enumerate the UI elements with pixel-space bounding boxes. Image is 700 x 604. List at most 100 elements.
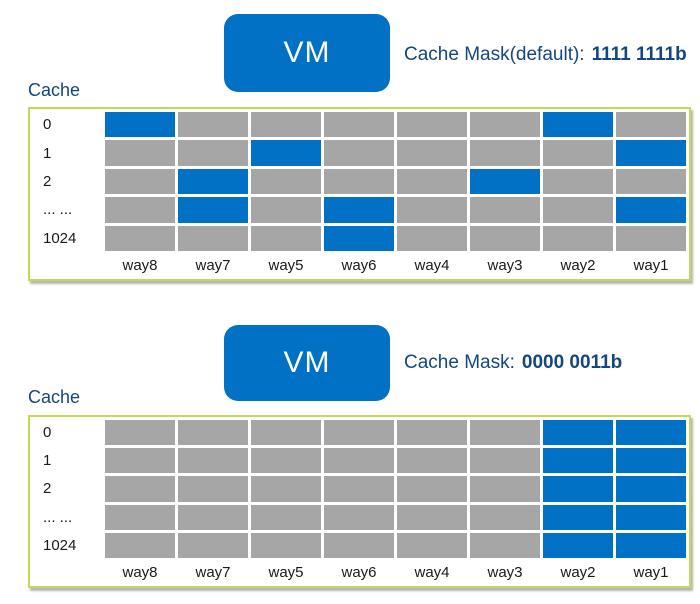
cache-cell-unallocated: [105, 140, 175, 166]
cache-cell-unallocated: [470, 532, 540, 558]
set-row-label: 0: [32, 420, 102, 446]
set-row-label: 1024: [32, 225, 102, 251]
way-label: way2: [543, 561, 613, 584]
cache-title: Cache: [28, 387, 81, 407]
cache-cell-unallocated: [397, 112, 467, 138]
cache-cell-unallocated: [105, 197, 175, 223]
way-label: way5: [251, 253, 321, 277]
cache-title: Cache: [28, 80, 81, 100]
way-label: way3: [470, 561, 540, 584]
cache-cell-unallocated: [470, 140, 540, 166]
set-row-label: ... ...: [32, 504, 102, 530]
cache-cell-allocated: [543, 112, 613, 138]
vm-label: VM: [283, 346, 331, 379]
way-label: way2: [543, 253, 613, 277]
cache-mask-text: Cache Mask(default): 1111 1111b: [404, 44, 687, 66]
cache-cell-unallocated: [178, 504, 248, 530]
cache-cell-unallocated: [251, 168, 321, 195]
cache-cell-allocated: [616, 476, 686, 502]
cache-cell-unallocated: [105, 225, 175, 251]
cache-cell-unallocated: [324, 140, 394, 166]
cache-cell-unallocated: [324, 420, 394, 446]
cache-cell-unallocated: [324, 476, 394, 502]
cache-cell-unallocated: [178, 225, 248, 251]
cache-cell-allocated: [105, 112, 175, 138]
cache-cell-allocated: [543, 420, 613, 446]
cache-cell-unallocated: [251, 504, 321, 530]
cache-cell-unallocated: [178, 448, 248, 474]
cache-ways-grid: 0 1 2... ... 1024 way8 way7 way5 way6 way4 way3 wa…: [28, 107, 691, 281]
cache-cell-unallocated: [543, 225, 613, 251]
vm-box: VM: [224, 325, 390, 401]
cache-cell-unallocated: [470, 112, 540, 138]
cache-cell-allocated: [543, 504, 613, 530]
way-label: way6: [324, 253, 394, 277]
way-label: way7: [178, 561, 248, 584]
cache-cell-unallocated: [105, 168, 175, 195]
cache-cell-unallocated: [105, 476, 175, 502]
cache-cell-unallocated: [324, 168, 394, 195]
cache-cell-unallocated: [397, 168, 467, 195]
footer-corner: [32, 561, 102, 584]
way-label: way5: [251, 561, 321, 584]
cache-cell-unallocated: [616, 168, 686, 195]
cache-cell-allocated: [178, 197, 248, 223]
cache-cell-unallocated: [397, 448, 467, 474]
cache-cell-unallocated: [616, 112, 686, 138]
cache-cell-unallocated: [397, 504, 467, 530]
way-label: way4: [397, 561, 467, 584]
cache-cell-unallocated: [324, 504, 394, 530]
cache-cell-unallocated: [616, 225, 686, 251]
cache-cell-allocated: [616, 197, 686, 223]
cache-cell-allocated: [543, 448, 613, 474]
cache-cell-allocated: [616, 140, 686, 166]
cache-cell-unallocated: [324, 448, 394, 474]
cache-cell-unallocated: [470, 420, 540, 446]
cache-cell-allocated: [616, 532, 686, 558]
cache-cell-unallocated: [543, 168, 613, 195]
cache-cell-unallocated: [251, 112, 321, 138]
cache-cell-unallocated: [397, 476, 467, 502]
cache-mask-label: Cache Mask:: [404, 352, 515, 373]
cache-cell-unallocated: [251, 197, 321, 223]
cache-cell-unallocated: [397, 532, 467, 558]
cache-cell-allocated: [543, 476, 613, 502]
way-label: way8: [105, 561, 175, 584]
cache-cell-allocated: [616, 420, 686, 446]
cache-cell-unallocated: [397, 140, 467, 166]
set-row-label: 1: [32, 448, 102, 474]
vm-box: VM: [224, 14, 390, 92]
cache-cell-unallocated: [397, 225, 467, 251]
cache-cell-unallocated: [105, 504, 175, 530]
cache-mask-text: Cache Mask: 0000 0011b: [404, 352, 622, 374]
cache-cell-unallocated: [178, 112, 248, 138]
way-label: way3: [470, 253, 540, 277]
cache-cell-allocated: [616, 448, 686, 474]
cache-cell-unallocated: [251, 476, 321, 502]
set-row-label: 0: [32, 112, 102, 138]
way-label: way8: [105, 253, 175, 277]
cache-cell-unallocated: [470, 225, 540, 251]
way-label: way1: [616, 561, 686, 584]
cache-cell-allocated: [251, 140, 321, 166]
cache-cell-allocated: [470, 168, 540, 195]
cache-cell-unallocated: [470, 197, 540, 223]
cache-mask-label: Cache Mask(default):: [404, 44, 585, 65]
cache-cell-unallocated: [543, 140, 613, 166]
way-label: way4: [397, 253, 467, 277]
cache-cell-allocated: [324, 197, 394, 223]
cache-cell-unallocated: [105, 532, 175, 558]
footer-corner: [32, 253, 102, 277]
cache-cell-unallocated: [251, 420, 321, 446]
cache-cell-unallocated: [397, 420, 467, 446]
cache-cell-unallocated: [470, 476, 540, 502]
cache-cell-unallocated: [324, 112, 394, 138]
set-row-label: ... ...: [32, 197, 102, 223]
cache-cell-unallocated: [178, 532, 248, 558]
cache-cell-unallocated: [251, 225, 321, 251]
set-row-label: 1: [32, 140, 102, 166]
way-label: way1: [616, 253, 686, 277]
cache-cell-unallocated: [251, 448, 321, 474]
cache-cell-unallocated: [105, 448, 175, 474]
